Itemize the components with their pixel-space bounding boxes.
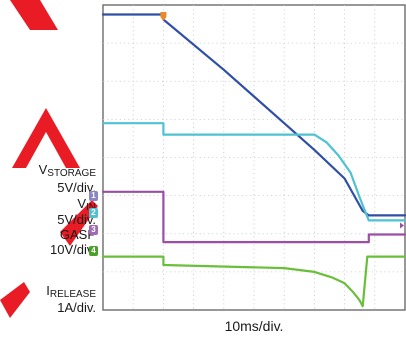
label-gasp-scale: 10V/div. bbox=[49, 242, 96, 257]
trace-ch4 bbox=[101, 255, 406, 308]
grid bbox=[103, 5, 405, 310]
label-vin: VIN bbox=[77, 197, 96, 215]
label-irelease: IRELEASE bbox=[46, 284, 96, 302]
label-gasp: GASP bbox=[59, 227, 96, 242]
label-irelease-sub: RELEASE bbox=[49, 289, 96, 300]
trigger-marker bbox=[160, 12, 167, 21]
trace-ch2 bbox=[101, 122, 406, 222]
channel-3-offset-marker bbox=[400, 222, 404, 229]
label-vin-scale: 5V/div. bbox=[57, 212, 96, 227]
timebase-label: 10ms/div. bbox=[224, 318, 284, 334]
label-vstorage-main: V bbox=[38, 162, 48, 177]
label-vstorage: VSTORAGE bbox=[39, 163, 96, 181]
label-irelease-scale: 1A/div. bbox=[57, 300, 96, 315]
channel-1-marker: 1 bbox=[89, 191, 98, 201]
label-vin-main: V bbox=[77, 196, 86, 211]
label-irelease-main: I bbox=[46, 283, 50, 298]
label-vstorage-sub: STORAGE bbox=[47, 168, 96, 179]
channel-4-marker: 4 bbox=[89, 246, 98, 256]
channel-3-marker: 3 bbox=[89, 225, 98, 235]
label-vstorage-scale: 5V/div. bbox=[57, 180, 96, 195]
trace-ch3 bbox=[101, 190, 406, 244]
channel-2-marker: 2 bbox=[89, 208, 98, 218]
traces bbox=[101, 13, 406, 308]
label-vin-sub: IN bbox=[86, 202, 96, 213]
